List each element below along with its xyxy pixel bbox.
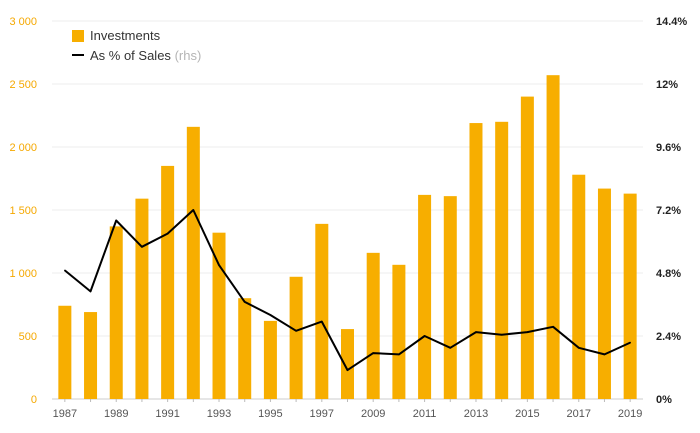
line-point-2014 xyxy=(500,333,503,336)
bar-2009 xyxy=(366,252,380,399)
line-point-2017 xyxy=(577,347,580,349)
line-point-1992 xyxy=(192,209,195,211)
x-tick-label: 2011 xyxy=(413,408,437,420)
bar-1994 xyxy=(238,298,252,399)
left-tick-label: 0 xyxy=(31,394,37,406)
line-point-1998 xyxy=(346,369,349,371)
x-tick-label: 2015 xyxy=(515,408,539,420)
bar-2011 xyxy=(418,194,432,399)
left-axis: 0 500 1 000 1 500 2 000 2 500 3 000 xyxy=(9,16,37,406)
left-tick-label: 3 000 xyxy=(9,16,37,28)
right-tick-label: 12% xyxy=(656,79,678,91)
left-tick-label: 1 500 xyxy=(9,205,37,217)
x-tick-label: 1995 xyxy=(258,408,282,420)
x-tick-label: 1993 xyxy=(207,408,231,420)
bar-1992 xyxy=(186,126,200,399)
left-tick-label: 2 500 xyxy=(9,79,37,91)
bar-1990 xyxy=(135,198,149,399)
bars xyxy=(58,75,637,400)
x-tick-label: 2017 xyxy=(567,408,591,420)
line-point-1995 xyxy=(269,314,272,316)
line-point-1996 xyxy=(295,329,297,332)
bar-1991 xyxy=(161,165,175,399)
bar-2017 xyxy=(572,174,586,399)
x-axis: 1987 1989 1991 1993 1995 1997 2009 2011 2013 2015… xyxy=(53,399,642,420)
gridlines xyxy=(52,20,643,400)
bar-1988 xyxy=(84,312,98,399)
x-tick-label: 1987 xyxy=(53,408,77,420)
x-tick-label: 1989 xyxy=(104,408,128,420)
legend-label-rhs-suffix: (rhs) xyxy=(175,48,202,63)
line-point-2018 xyxy=(603,353,606,356)
left-tick-label: 2 000 xyxy=(9,142,37,154)
right-tick-label: 9.6% xyxy=(656,142,681,154)
line-point-1993 xyxy=(218,264,220,266)
right-tick-label: 7.2% xyxy=(656,205,681,217)
x-tick-label: 1997 xyxy=(310,408,334,420)
legend: Investments As % of Sales (rhs) xyxy=(72,28,201,63)
legend-swatch-investments xyxy=(72,30,84,42)
bar-2016 xyxy=(546,75,560,400)
line-point-1988 xyxy=(89,290,92,293)
bar-1995 xyxy=(263,320,277,399)
right-tick-label: 14.4% xyxy=(656,16,687,28)
bar-2015 xyxy=(520,96,534,399)
bar-2014 xyxy=(495,121,509,400)
legend-label-investments: Investments xyxy=(90,28,161,43)
bar-1997 xyxy=(315,223,329,399)
bar-1998 xyxy=(341,329,354,399)
bar-1989 xyxy=(109,226,123,399)
line-point-1989 xyxy=(115,219,118,222)
bar-2019 xyxy=(623,193,637,399)
right-tick-label: 2.4% xyxy=(656,331,681,343)
line-series xyxy=(64,209,631,372)
line-point-1997 xyxy=(321,320,323,323)
line-point-2010 xyxy=(398,353,400,356)
legend-label-sales-pct: As % of Sales (rhs) xyxy=(90,48,201,63)
left-tick-label: 500 xyxy=(19,331,37,343)
line-point-2016 xyxy=(552,326,554,328)
line-point-2019 xyxy=(629,341,631,344)
x-tick-label: 2009 xyxy=(361,408,385,420)
bar-1987 xyxy=(58,305,72,399)
bar-1993 xyxy=(212,232,226,399)
line-point-1991 xyxy=(166,232,169,235)
right-tick-label: 0% xyxy=(656,394,672,406)
line-point-2009 xyxy=(372,352,374,354)
left-tick-label: 1 000 xyxy=(9,268,37,280)
right-axis: 0% 2.4% 4.8% 7.2% 9.6% 12% 14.4% xyxy=(656,16,687,406)
line-point-2015 xyxy=(526,331,529,333)
legend-label-sales-pct-name: As % of Sales xyxy=(90,48,171,63)
x-tick-label: 2013 xyxy=(464,408,488,420)
line-point-1994 xyxy=(243,301,246,303)
bar-2012 xyxy=(443,196,457,399)
bar-2018 xyxy=(597,188,611,399)
x-tick-label: 1991 xyxy=(155,408,179,420)
bar-2013 xyxy=(469,123,483,399)
bar-1996 xyxy=(289,276,303,399)
right-tick-label: 4.8% xyxy=(656,268,681,280)
line-point-1987 xyxy=(64,269,66,272)
bar-2010 xyxy=(392,264,406,399)
x-tick-label: 2019 xyxy=(618,408,642,420)
line-point-2013 xyxy=(475,331,477,333)
line-point-2011 xyxy=(423,335,426,337)
line-point-1990 xyxy=(141,245,143,248)
line-point-2012 xyxy=(449,347,452,349)
